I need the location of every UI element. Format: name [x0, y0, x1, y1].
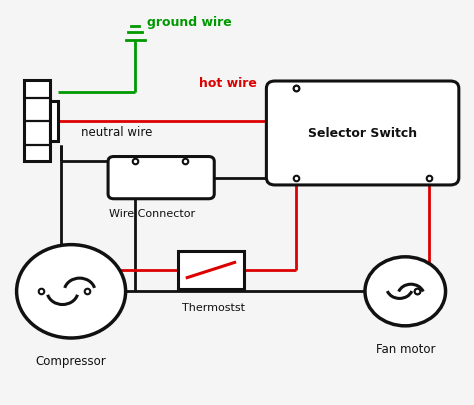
Circle shape	[17, 245, 126, 338]
Text: Fan motor: Fan motor	[375, 342, 435, 355]
Text: hot wire: hot wire	[199, 77, 257, 90]
FancyBboxPatch shape	[266, 82, 459, 185]
Text: ground wire: ground wire	[147, 16, 232, 29]
Text: Compressor: Compressor	[36, 354, 107, 367]
Circle shape	[365, 257, 446, 326]
FancyBboxPatch shape	[178, 252, 244, 289]
FancyBboxPatch shape	[50, 101, 58, 142]
Text: neutral wire: neutral wire	[81, 126, 152, 139]
FancyBboxPatch shape	[24, 81, 50, 162]
Text: Wire Connector: Wire Connector	[109, 209, 195, 219]
Text: Thermostst: Thermostst	[182, 302, 246, 312]
FancyBboxPatch shape	[108, 157, 214, 199]
Text: Selector Switch: Selector Switch	[308, 127, 417, 140]
